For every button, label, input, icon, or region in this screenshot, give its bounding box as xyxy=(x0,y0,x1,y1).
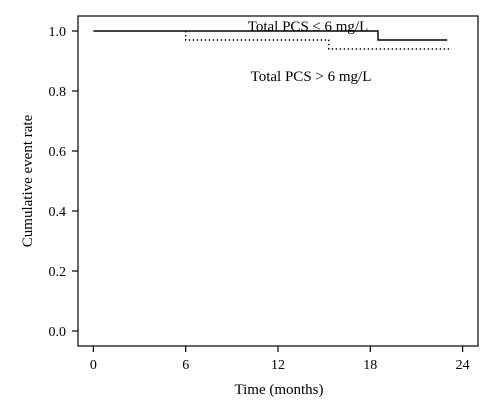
series-label-total-pcs-le-6: Total PCS ≤ 6 mg/L xyxy=(248,19,369,35)
y-tick-label: 0.4 xyxy=(49,205,67,220)
x-tick-label: 6 xyxy=(182,358,189,373)
series-label-total-pcs-gt-6: Total PCS > 6 mg/L xyxy=(251,69,372,85)
x-tick-label: 0 xyxy=(90,358,97,373)
y-tick-label: 0.6 xyxy=(49,145,67,160)
y-axis-ticks: 0.0 0.2 0.4 0.6 0.8 1.0 xyxy=(49,25,78,340)
y-tick-label: 0.0 xyxy=(49,325,67,340)
x-axis-ticks: 0 6 12 18 24 xyxy=(90,346,470,373)
series-total-pcs-gt-6-line xyxy=(184,31,452,50)
y-tick-label: 1.0 xyxy=(49,25,67,40)
x-tick-label: 12 xyxy=(271,358,285,373)
x-tick-label: 18 xyxy=(363,358,377,373)
y-tick-label: 0.8 xyxy=(49,85,67,100)
series-total-pcs-le-6-line xyxy=(93,30,448,41)
plot-frame xyxy=(77,15,479,347)
x-axis-label: Time (months) xyxy=(234,382,323,398)
x-tick-label: 24 xyxy=(456,358,470,373)
y-tick-label: 0.2 xyxy=(49,265,67,280)
y-axis-label: Cumulative event rate xyxy=(20,114,36,247)
